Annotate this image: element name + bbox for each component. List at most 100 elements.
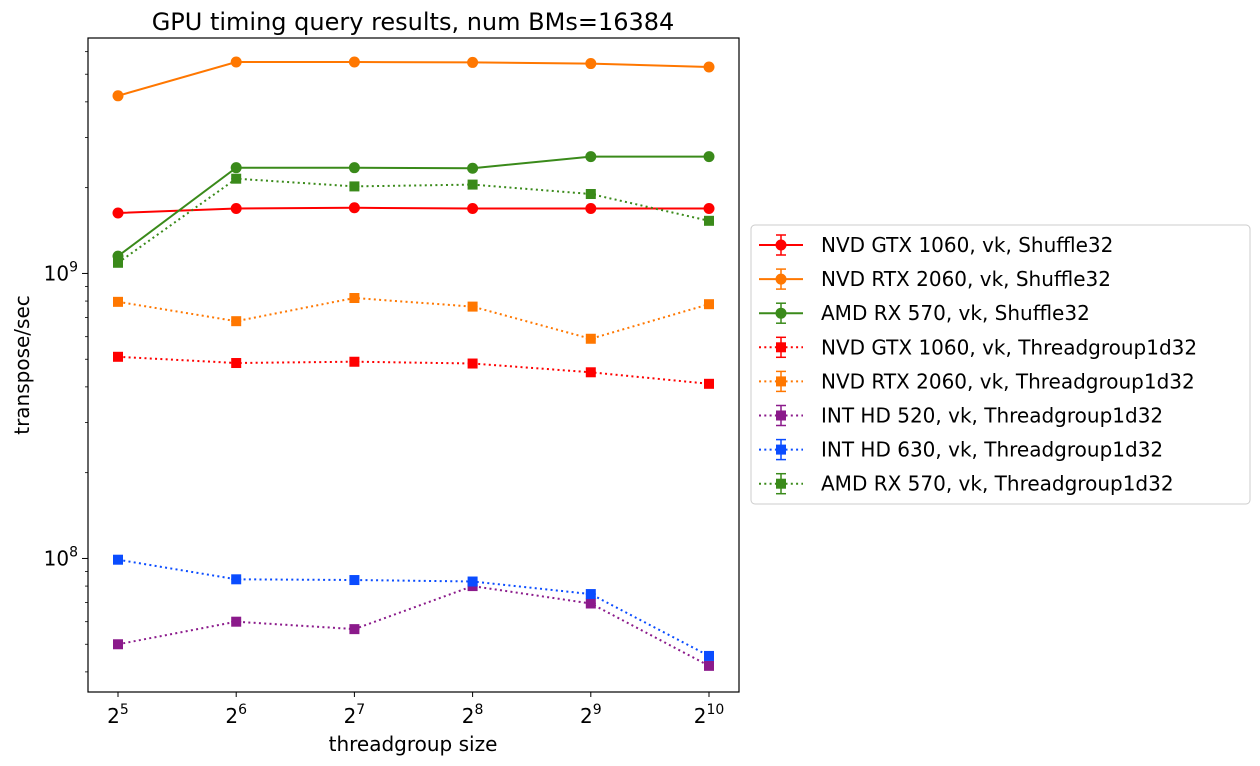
series-line xyxy=(117,155,709,257)
y-tick-label-base: 10 xyxy=(44,261,69,285)
legend-marker xyxy=(776,444,786,455)
y-tick-label: 108 xyxy=(44,544,78,570)
series-6 xyxy=(113,554,714,661)
data-point xyxy=(704,378,714,389)
axes-frame xyxy=(87,37,740,693)
data-point xyxy=(113,639,123,650)
legend-label: AMD RX 570, vk, Threadgroup1d32 xyxy=(821,472,1174,496)
x-tick-label-base: 2 xyxy=(694,704,707,728)
data-point xyxy=(231,574,242,585)
legend-entry-4: NVD RTX 2060, vk, Threadgroup1d32 xyxy=(759,369,1195,393)
data-point xyxy=(585,188,596,199)
legend-label: AMD RX 570, vk, Shuffle32 xyxy=(821,301,1090,325)
data-point xyxy=(467,179,478,190)
data-point xyxy=(349,575,360,586)
data-point xyxy=(585,589,596,600)
data-point xyxy=(703,151,715,163)
data-point xyxy=(231,358,242,369)
data-point xyxy=(704,299,714,310)
data-point xyxy=(231,316,242,327)
x-tick-label-base: 2 xyxy=(344,704,357,728)
x-tick-label: 210 xyxy=(694,702,725,728)
data-point xyxy=(703,61,715,73)
legend-entry-3: NVD GTX 1060, vk, Threadgroup1d32 xyxy=(759,335,1197,359)
data-point xyxy=(349,293,360,304)
y-tick-label-exponent: 8 xyxy=(69,544,78,560)
data-point xyxy=(585,151,597,163)
data-point xyxy=(585,58,597,70)
data-point xyxy=(348,162,360,174)
legend-frame xyxy=(750,224,1251,505)
series-1 xyxy=(112,56,715,102)
data-point xyxy=(231,173,242,184)
data-point xyxy=(348,202,360,214)
legend: NVD GTX 1060, vk, Shuffle32 NVD RTX 2060,… xyxy=(750,224,1251,505)
x-tick-label: 28 xyxy=(462,702,484,728)
data-point xyxy=(585,367,596,378)
y-axis-label: transpose/sec xyxy=(10,295,34,435)
data-point xyxy=(467,301,478,312)
series-7 xyxy=(113,173,714,268)
legend-entry-0: NVD GTX 1060, vk, Shuffle32 xyxy=(759,233,1113,257)
chart-title: GPU timing query results, num BMs=16384 xyxy=(152,8,675,36)
series-5 xyxy=(113,581,714,671)
data-point xyxy=(467,56,479,68)
data-point xyxy=(585,598,596,609)
series-2 xyxy=(112,151,715,262)
legend-marker xyxy=(776,410,786,421)
data-point xyxy=(112,207,124,219)
y-tick-label-exponent: 9 xyxy=(69,259,78,275)
legend-label: NVD GTX 1060, vk, Threadgroup1d32 xyxy=(821,335,1197,359)
data-point xyxy=(113,257,123,268)
x-tick-label-exponent: 9 xyxy=(593,702,602,718)
x-tick-label-base: 2 xyxy=(225,704,238,728)
data-point xyxy=(230,202,242,214)
series-3 xyxy=(113,351,714,389)
data-point xyxy=(349,181,360,192)
series-line xyxy=(117,585,710,667)
data-point xyxy=(113,554,123,565)
y-tick-label-base: 10 xyxy=(44,546,69,570)
data-point xyxy=(112,90,124,102)
legend-marker xyxy=(775,273,787,285)
data-point xyxy=(230,162,242,174)
data-point xyxy=(113,351,123,362)
series-line xyxy=(117,206,709,214)
x-tick-label-exponent: 5 xyxy=(120,702,129,718)
legend-entry-2: AMD RX 570, vk, Shuffle32 xyxy=(759,301,1090,325)
x-tick-label-exponent: 7 xyxy=(356,702,365,718)
series-line xyxy=(117,61,710,97)
x-tick-label-exponent: 8 xyxy=(475,702,484,718)
data-point xyxy=(231,616,242,627)
series-line xyxy=(117,355,710,385)
data-point xyxy=(467,576,478,587)
x-tick-label: 27 xyxy=(344,702,366,728)
x-tick-label: 29 xyxy=(580,702,602,728)
x-axis-ticks: 25 26 27 28 29 210 xyxy=(107,692,724,728)
data-point xyxy=(467,162,479,174)
x-tick-label-base: 2 xyxy=(462,704,475,728)
x-tick-label: 26 xyxy=(225,702,247,728)
legend-marker xyxy=(775,239,787,251)
legend-marker xyxy=(776,342,786,353)
data-point xyxy=(467,358,478,369)
data-point xyxy=(349,624,360,635)
x-tick-label-base: 2 xyxy=(107,704,120,728)
series-4 xyxy=(113,293,714,344)
x-tick-label-base: 2 xyxy=(580,704,593,728)
legend-marker xyxy=(776,376,786,387)
data-point xyxy=(704,660,714,671)
data-point xyxy=(703,202,715,214)
legend-marker xyxy=(776,478,786,489)
series-0 xyxy=(112,202,715,219)
x-tick-label: 25 xyxy=(107,702,129,728)
legend-entry-7: AMD RX 570, vk, Threadgroup1d32 xyxy=(759,472,1174,496)
legend-entry-5: INT HD 520, vk, Threadgroup1d32 xyxy=(759,404,1163,428)
data-point xyxy=(113,296,123,307)
legend-label: INT HD 520, vk, Threadgroup1d32 xyxy=(821,404,1163,428)
legend-label: NVD RTX 2060, vk, Shuffle32 xyxy=(821,267,1111,291)
data-point xyxy=(704,215,714,226)
series-line xyxy=(117,177,710,264)
data-point xyxy=(349,356,360,367)
